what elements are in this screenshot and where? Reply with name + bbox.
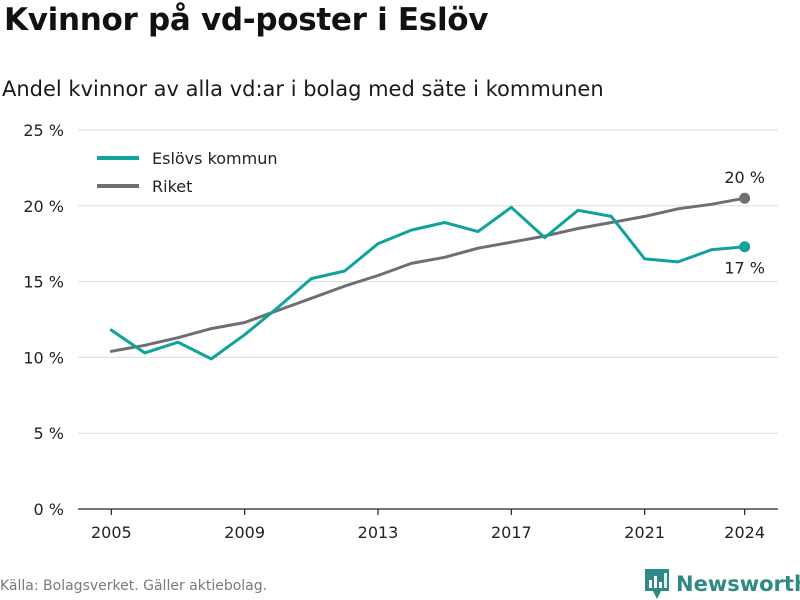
x-tick-label: 2024 xyxy=(724,523,765,542)
y-tick-label: 10 % xyxy=(23,348,64,367)
newsworthy-logo-icon xyxy=(645,569,669,599)
brand-logo: Newsworthy xyxy=(644,568,800,600)
y-tick-label: 25 % xyxy=(23,121,64,140)
series-line-eslov xyxy=(109,205,747,361)
x-tick-label: 2005 xyxy=(91,523,132,542)
x-tick-label: 2017 xyxy=(491,523,532,542)
x-tick-label: 2021 xyxy=(624,523,665,542)
end-marker-eslov xyxy=(739,241,751,253)
end-marker-riket xyxy=(739,192,751,204)
series-line-riket xyxy=(109,196,747,353)
chart-title: Kvinnor på vd-poster i Eslöv xyxy=(4,2,489,38)
brand-name: Newsworthy xyxy=(676,572,800,596)
legend-label-eslov: Eslövs kommun xyxy=(152,149,278,168)
y-tick-label: 20 % xyxy=(23,197,64,216)
series-lines xyxy=(109,192,751,361)
source-note: Källa: Bolagsverket. Gäller aktiebolag. xyxy=(0,578,268,594)
legend-label-riket: Riket xyxy=(152,177,192,196)
x-tick-label: 2009 xyxy=(224,523,265,542)
end-label-riket: 20 % xyxy=(724,168,765,187)
gridlines xyxy=(78,129,778,434)
y-tick-label: 15 % xyxy=(23,273,64,292)
y-tick-label: 0 % xyxy=(34,500,64,519)
chart-subtitle: Andel kvinnor av alla vd:ar i bolag med … xyxy=(2,77,604,101)
x-tick-label: 2013 xyxy=(358,523,399,542)
end-label-eslov: 17 % xyxy=(724,259,765,278)
legend: Eslövs kommun Riket xyxy=(97,149,278,196)
end-labels: 17 % 20 % xyxy=(724,168,765,278)
y-tick-label: 5 % xyxy=(34,424,64,443)
axes: 0 % 5 % 10 % 15 % 20 % 25 % 2005 2009 2013 2017 20… xyxy=(23,121,778,542)
